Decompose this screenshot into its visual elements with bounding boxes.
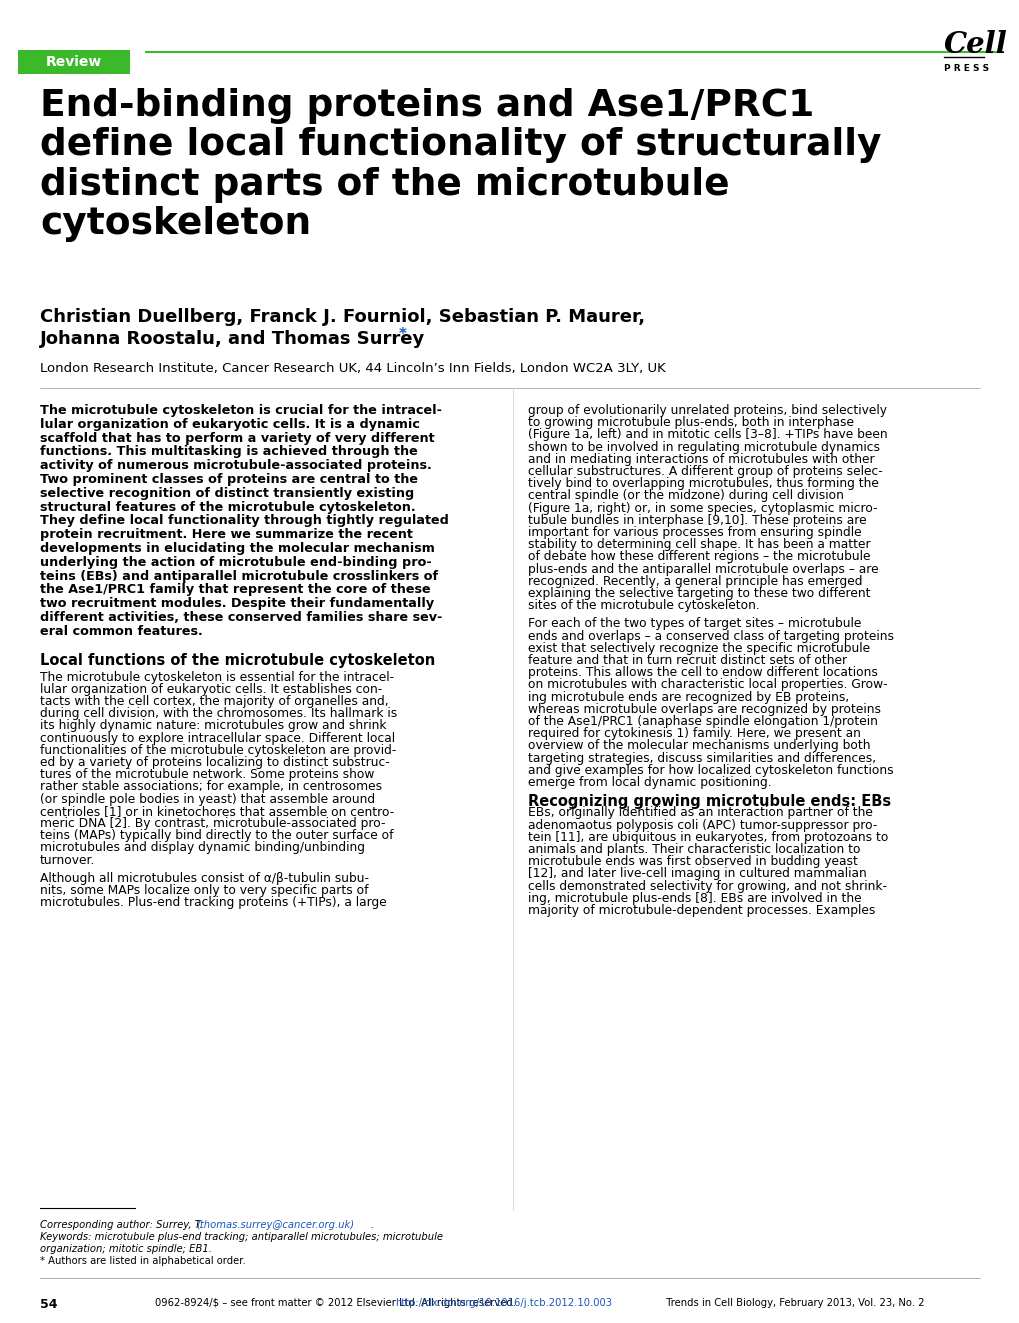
Text: structural features of the microtubule cytoskeleton.: structural features of the microtubule c… bbox=[40, 500, 415, 513]
Text: Recognizing growing microtubule ends: EBs: Recognizing growing microtubule ends: EB… bbox=[528, 794, 891, 810]
Text: .: . bbox=[370, 1220, 373, 1230]
Text: and give examples for how localized cytoskeleton functions: and give examples for how localized cyto… bbox=[528, 763, 893, 777]
Text: continuously to explore intracellular space. Different local: continuously to explore intracellular sp… bbox=[40, 732, 394, 745]
Text: (thomas.surrey@cancer.org.uk): (thomas.surrey@cancer.org.uk) bbox=[196, 1220, 354, 1230]
Text: recognized. Recently, a general principle has emerged: recognized. Recently, a general principl… bbox=[528, 574, 862, 587]
FancyBboxPatch shape bbox=[18, 50, 129, 74]
Text: EBs, originally identified as an interaction partner of the: EBs, originally identified as an interac… bbox=[528, 807, 872, 819]
Text: 54: 54 bbox=[40, 1298, 57, 1311]
Text: Cell: Cell bbox=[943, 30, 1007, 60]
Text: Keywords: microtubule plus-end tracking; antiparallel microtubules; microtubule: Keywords: microtubule plus-end tracking;… bbox=[40, 1232, 442, 1242]
Text: emerge from local dynamic positioning.: emerge from local dynamic positioning. bbox=[528, 777, 770, 789]
Text: functions. This multitasking is achieved through the: functions. This multitasking is achieved… bbox=[40, 446, 418, 458]
Text: sites of the microtubule cytoskeleton.: sites of the microtubule cytoskeleton. bbox=[528, 599, 759, 613]
Text: ends and overlaps – a conserved class of targeting proteins: ends and overlaps – a conserved class of… bbox=[528, 630, 893, 643]
Text: overview of the molecular mechanisms underlying both: overview of the molecular mechanisms und… bbox=[528, 740, 869, 753]
Text: 0962-8924/$ – see front matter © 2012 Elsevier Ltd. All rights reserved.: 0962-8924/$ – see front matter © 2012 El… bbox=[155, 1298, 522, 1308]
Text: on microtubules with characteristic local properties. Grow-: on microtubules with characteristic loca… bbox=[528, 679, 887, 692]
Text: Corresponding author: Surrey, T.: Corresponding author: Surrey, T. bbox=[40, 1220, 206, 1230]
Text: Two prominent classes of proteins are central to the: Two prominent classes of proteins are ce… bbox=[40, 474, 418, 486]
Text: whereas microtubule overlaps are recognized by proteins: whereas microtubule overlaps are recogni… bbox=[528, 703, 880, 716]
Text: adenomaotus polyposis coli (APC) tumor-suppressor pro-: adenomaotus polyposis coli (APC) tumor-s… bbox=[528, 819, 876, 832]
Text: London Research Institute, Cancer Research UK, 44 Lincoln’s Inn Fields, London W: London Research Institute, Cancer Resear… bbox=[40, 363, 665, 374]
Text: animals and plants. Their characteristic localization to: animals and plants. Their characteristic… bbox=[528, 843, 860, 856]
Text: developments in elucidating the molecular mechanism: developments in elucidating the molecula… bbox=[40, 542, 434, 556]
Text: and in mediating interactions of microtubules with other: and in mediating interactions of microtu… bbox=[528, 452, 873, 466]
Text: proteins. This allows the cell to endow different locations: proteins. This allows the cell to endow … bbox=[528, 667, 877, 679]
Text: eral common features.: eral common features. bbox=[40, 624, 203, 638]
Text: two recruitment modules. Despite their fundamentally: two recruitment modules. Despite their f… bbox=[40, 597, 434, 610]
Text: tively bind to overlapping microtubules, thus forming the: tively bind to overlapping microtubules,… bbox=[528, 478, 878, 491]
Text: tein [11], are ubiquitous in eukaryotes, from protozoans to: tein [11], are ubiquitous in eukaryotes,… bbox=[528, 831, 888, 844]
Text: *: * bbox=[398, 327, 407, 343]
Text: They define local functionality through tightly regulated: They define local functionality through … bbox=[40, 515, 448, 528]
Text: selective recognition of distinct transiently existing: selective recognition of distinct transi… bbox=[40, 487, 414, 500]
Text: http://dx.doi.org/10.1016/j.tcb.2012.10.003: http://dx.doi.org/10.1016/j.tcb.2012.10.… bbox=[394, 1298, 611, 1308]
Text: ing microtubule ends are recognized by EB proteins,: ing microtubule ends are recognized by E… bbox=[528, 691, 849, 704]
Text: majority of microtubule-dependent processes. Examples: majority of microtubule-dependent proces… bbox=[528, 904, 874, 917]
Text: cells demonstrated selectivity for growing, and not shrink-: cells demonstrated selectivity for growi… bbox=[528, 880, 887, 893]
Text: the Ase1/PRC1 family that represent the core of these: the Ase1/PRC1 family that represent the … bbox=[40, 583, 430, 597]
Text: Christian Duellberg, Franck J. Fourniol, Sebastian P. Maurer,: Christian Duellberg, Franck J. Fourniol,… bbox=[40, 308, 644, 325]
Text: stability to determining cell shape. It has been a matter: stability to determining cell shape. It … bbox=[528, 538, 870, 552]
Text: Review: Review bbox=[46, 56, 102, 69]
Text: teins (EBs) and antiparallel microtubule crosslinkers of: teins (EBs) and antiparallel microtubule… bbox=[40, 570, 438, 582]
Text: nits, some MAPs localize only to very specific parts of: nits, some MAPs localize only to very sp… bbox=[40, 884, 368, 897]
Text: plus-ends and the antiparallel microtubule overlaps – are: plus-ends and the antiparallel microtubu… bbox=[528, 562, 877, 576]
Text: tures of the microtubule network. Some proteins show: tures of the microtubule network. Some p… bbox=[40, 769, 374, 781]
Text: [12], and later live-cell imaging in cultured mammalian: [12], and later live-cell imaging in cul… bbox=[528, 868, 866, 880]
Text: lular organization of eukaryotic cells. It establishes con-: lular organization of eukaryotic cells. … bbox=[40, 683, 382, 696]
Text: explaining the selective targeting to these two different: explaining the selective targeting to th… bbox=[528, 587, 869, 601]
Text: tubule bundles in interphase [9,10]. These proteins are: tubule bundles in interphase [9,10]. The… bbox=[528, 513, 866, 527]
Text: microtubules. Plus-end tracking proteins (+TIPs), a large: microtubules. Plus-end tracking proteins… bbox=[40, 896, 386, 909]
Text: Local functions of the microtubule cytoskeleton: Local functions of the microtubule cytos… bbox=[40, 652, 435, 668]
Text: Although all microtubules consist of α/β-tubulin subu-: Although all microtubules consist of α/β… bbox=[40, 872, 369, 885]
Text: feature and that in turn recruit distinct sets of other: feature and that in turn recruit distinc… bbox=[528, 654, 847, 667]
Text: exist that selectively recognize the specific microtubule: exist that selectively recognize the spe… bbox=[528, 642, 869, 655]
Text: functionalities of the microtubule cytoskeleton are provid-: functionalities of the microtubule cytos… bbox=[40, 744, 396, 757]
Text: * Authors are listed in alphabetical order.: * Authors are listed in alphabetical ord… bbox=[40, 1256, 246, 1266]
Text: activity of numerous microtubule-associated proteins.: activity of numerous microtubule-associa… bbox=[40, 459, 431, 472]
Text: For each of the two types of target sites – microtubule: For each of the two types of target site… bbox=[528, 618, 860, 630]
Text: P R E S S: P R E S S bbox=[943, 64, 988, 73]
Text: microtubule ends was first observed in budding yeast: microtubule ends was first observed in b… bbox=[528, 855, 857, 868]
Text: of the Ase1/PRC1 (anaphase spindle elongation 1/protein: of the Ase1/PRC1 (anaphase spindle elong… bbox=[528, 714, 877, 728]
Text: ed by a variety of proteins localizing to distinct substruc-: ed by a variety of proteins localizing t… bbox=[40, 755, 389, 769]
Text: during cell division, with the chromosomes. Its hallmark is: during cell division, with the chromosom… bbox=[40, 708, 396, 720]
Text: underlying the action of microtubule end-binding pro-: underlying the action of microtubule end… bbox=[40, 556, 431, 569]
Text: The microtubule cytoskeleton is essential for the intracel-: The microtubule cytoskeleton is essentia… bbox=[40, 671, 393, 684]
Text: rather stable associations; for example, in centrosomes: rather stable associations; for example,… bbox=[40, 781, 382, 794]
Text: targeting strategies, discuss similarities and differences,: targeting strategies, discuss similariti… bbox=[528, 751, 875, 765]
Text: cellular substructures. A different group of proteins selec-: cellular substructures. A different grou… bbox=[528, 464, 881, 478]
Text: Johanna Roostalu, and Thomas Surrey: Johanna Roostalu, and Thomas Surrey bbox=[40, 329, 425, 348]
Text: centrioles [1] or in kinetochores that assemble on centro-: centrioles [1] or in kinetochores that a… bbox=[40, 804, 394, 818]
Text: of debate how these different regions – the microtubule: of debate how these different regions – … bbox=[528, 550, 869, 564]
Text: lular organization of eukaryotic cells. It is a dynamic: lular organization of eukaryotic cells. … bbox=[40, 418, 420, 431]
Text: important for various processes from ensuring spindle: important for various processes from ens… bbox=[528, 527, 861, 538]
Text: meric DNA [2]. By contrast, microtubule-associated pro-: meric DNA [2]. By contrast, microtubule-… bbox=[40, 818, 385, 830]
Text: ing, microtubule plus-ends [8]. EBs are involved in the: ing, microtubule plus-ends [8]. EBs are … bbox=[528, 892, 861, 905]
Text: central spindle (or the midzone) during cell division: central spindle (or the midzone) during … bbox=[528, 490, 843, 503]
Text: to growing microtubule plus-ends, both in interphase: to growing microtubule plus-ends, both i… bbox=[528, 417, 853, 429]
Text: scaffold that has to perform a variety of very different: scaffold that has to perform a variety o… bbox=[40, 431, 434, 445]
Text: microtubules and display dynamic binding/unbinding: microtubules and display dynamic binding… bbox=[40, 841, 365, 855]
Text: its highly dynamic nature: microtubules grow and shrink: its highly dynamic nature: microtubules … bbox=[40, 720, 386, 733]
Text: (Figure 1a, left) and in mitotic cells [3–8]. +TIPs have been: (Figure 1a, left) and in mitotic cells [… bbox=[528, 429, 887, 442]
Text: (Figure 1a, right) or, in some species, cytoplasmic micro-: (Figure 1a, right) or, in some species, … bbox=[528, 501, 876, 515]
Text: organization; mitotic spindle; EB1.: organization; mitotic spindle; EB1. bbox=[40, 1244, 212, 1254]
Text: The microtubule cytoskeleton is crucial for the intracel-: The microtubule cytoskeleton is crucial … bbox=[40, 404, 441, 417]
Text: teins (MAPs) typically bind directly to the outer surface of: teins (MAPs) typically bind directly to … bbox=[40, 830, 393, 843]
Text: group of evolutionarily unrelated proteins, bind selectively: group of evolutionarily unrelated protei… bbox=[528, 404, 887, 417]
Text: different activities, these conserved families share sev-: different activities, these conserved fa… bbox=[40, 611, 442, 624]
Text: (or spindle pole bodies in yeast) that assemble around: (or spindle pole bodies in yeast) that a… bbox=[40, 792, 375, 806]
Text: shown to be involved in regulating microtubule dynamics: shown to be involved in regulating micro… bbox=[528, 441, 879, 454]
Text: required for cytokinesis 1) family. Here, we present an: required for cytokinesis 1) family. Here… bbox=[528, 728, 860, 740]
Text: tacts with the cell cortex, the majority of organelles and,: tacts with the cell cortex, the majority… bbox=[40, 695, 388, 708]
Text: End-binding proteins and Ase1/PRC1
define local functionality of structurally
di: End-binding proteins and Ase1/PRC1 defin… bbox=[40, 89, 880, 242]
Text: protein recruitment. Here we summarize the recent: protein recruitment. Here we summarize t… bbox=[40, 528, 413, 541]
Text: Trends in Cell Biology, February 2013, Vol. 23, No. 2: Trends in Cell Biology, February 2013, V… bbox=[659, 1298, 923, 1308]
Text: turnover.: turnover. bbox=[40, 853, 96, 867]
